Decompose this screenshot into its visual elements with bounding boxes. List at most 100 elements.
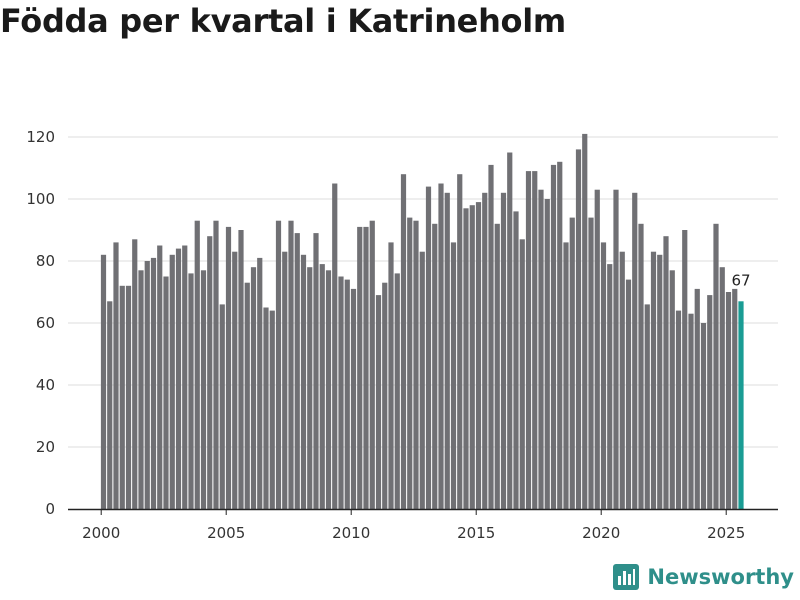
bar	[282, 251, 288, 509]
bar	[463, 208, 469, 510]
bar	[450, 242, 457, 509]
bar	[557, 161, 563, 510]
bar	[563, 242, 569, 509]
x-tick-label: 2020	[582, 524, 620, 542]
bar	[150, 257, 157, 509]
bar	[669, 270, 675, 509]
bar	[250, 267, 257, 509]
bar	[494, 223, 500, 510]
bar	[538, 189, 544, 509]
bar	[475, 202, 482, 509]
x-tick-label: 2015	[457, 524, 495, 542]
bar	[244, 282, 250, 509]
bars	[100, 133, 744, 510]
bar	[413, 220, 419, 509]
bar	[663, 236, 669, 509]
bar	[582, 133, 588, 509]
x-tick-label: 2025	[707, 524, 745, 542]
bar	[138, 270, 144, 509]
bar	[188, 273, 194, 509]
bar	[325, 270, 332, 509]
bar	[157, 245, 163, 509]
bar	[432, 223, 438, 510]
data-label-latest: 67	[731, 271, 750, 289]
bar	[594, 189, 600, 509]
brand[interactable]: Newsworthy	[613, 564, 794, 590]
bar	[719, 267, 725, 509]
bar	[675, 310, 682, 509]
bar	[175, 248, 182, 509]
bar	[225, 226, 232, 509]
x-axis: 2000 2005 2010 2015 2020 2025	[68, 508, 778, 542]
y-tick-label: 100	[26, 190, 55, 208]
bar	[100, 254, 107, 509]
bar	[507, 152, 513, 509]
bar	[532, 171, 538, 509]
bar	[682, 230, 688, 509]
bar	[113, 242, 119, 509]
bar	[707, 295, 713, 509]
brand-name: Newsworthy	[647, 565, 794, 589]
bar	[607, 264, 613, 509]
bar	[419, 251, 425, 509]
bar	[294, 233, 300, 509]
bar	[313, 233, 319, 509]
newsworthy-logo-icon	[613, 564, 640, 590]
bar	[344, 279, 350, 509]
bar	[182, 245, 188, 509]
bar	[169, 254, 175, 509]
bar	[307, 267, 313, 509]
bar	[238, 230, 244, 509]
bar	[725, 292, 732, 509]
y-axis-ticks: 0 20 40 60 80 100 120	[26, 128, 55, 518]
bar	[500, 192, 507, 510]
bar	[400, 174, 407, 509]
bar	[613, 189, 619, 509]
bar	[125, 285, 132, 509]
bar	[263, 307, 269, 509]
bar	[219, 304, 225, 509]
bar	[657, 254, 663, 509]
bar	[588, 217, 594, 509]
bar	[457, 174, 463, 509]
bar	[644, 304, 650, 509]
bar	[544, 199, 550, 509]
bar	[382, 282, 388, 509]
bar	[132, 239, 138, 510]
bar	[375, 295, 382, 509]
bar	[200, 270, 207, 509]
bar	[119, 285, 125, 509]
bar	[600, 242, 607, 509]
bar	[207, 236, 213, 509]
bar	[632, 192, 638, 510]
data-labels: 67	[731, 271, 750, 289]
bar	[688, 313, 694, 509]
x-tick-label: 2005	[207, 524, 245, 542]
x-tick-label: 2000	[82, 524, 120, 542]
bar	[438, 183, 444, 509]
bar	[619, 251, 625, 509]
bar	[275, 220, 282, 509]
bar	[288, 220, 294, 509]
y-tick-label: 0	[45, 500, 55, 518]
bar-highlight	[738, 301, 744, 509]
bar	[388, 242, 394, 509]
y-tick-label: 80	[36, 252, 55, 270]
bar	[519, 239, 525, 510]
bar	[732, 288, 738, 509]
bar	[407, 217, 413, 509]
y-tick-label: 120	[26, 128, 55, 146]
bar	[625, 279, 632, 509]
bar	[713, 223, 719, 510]
bar	[700, 323, 707, 509]
bar	[469, 205, 475, 509]
bar	[525, 171, 532, 509]
bar	[332, 183, 338, 509]
bar	[394, 273, 400, 509]
bar	[350, 288, 357, 509]
bar	[300, 254, 307, 509]
bar	[513, 211, 519, 509]
bar	[357, 226, 363, 509]
bar	[550, 164, 557, 509]
